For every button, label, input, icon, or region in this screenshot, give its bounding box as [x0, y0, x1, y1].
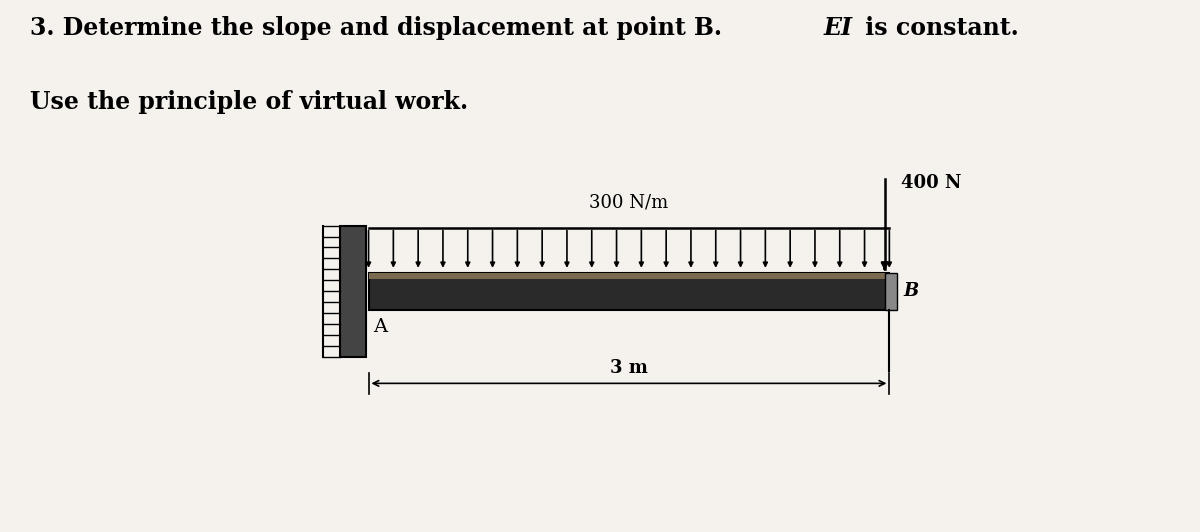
- Text: B: B: [904, 282, 918, 300]
- Text: A: A: [373, 318, 388, 336]
- Bar: [368, 273, 889, 310]
- Text: is constant.: is constant.: [857, 16, 1019, 40]
- Text: 300 N/m: 300 N/m: [589, 193, 668, 211]
- Bar: [368, 273, 889, 279]
- Bar: [340, 226, 366, 357]
- Text: Use the principle of virtual work.: Use the principle of virtual work.: [30, 90, 468, 114]
- Text: EI: EI: [823, 16, 852, 40]
- Text: 3. Determine the slope and displacement at point B.: 3. Determine the slope and displacement …: [30, 16, 731, 40]
- Text: 3 m: 3 m: [610, 359, 648, 377]
- Bar: [884, 273, 896, 310]
- Text: 400 N: 400 N: [901, 174, 962, 193]
